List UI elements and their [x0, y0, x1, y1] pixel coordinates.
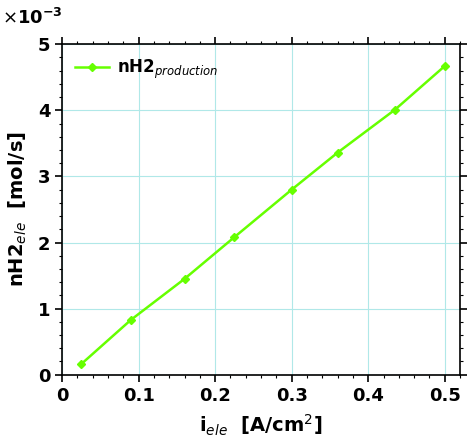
nH2$_{production}$ — [182, 276, 187, 282]
nH2$_{production}$ — [442, 63, 447, 69]
nH2$_{production}$ — [231, 235, 237, 240]
nH2$_{production}$ — [289, 187, 294, 192]
nH2$_{production}$ — [78, 361, 84, 367]
Y-axis label: nH2$_{ele}$  [mol/s]: nH2$_{ele}$ [mol/s] — [7, 131, 29, 287]
Line: nH2$_{production}$: nH2$_{production}$ — [78, 63, 447, 367]
Text: $\times\mathbf{10^{-3}}$: $\times\mathbf{10^{-3}}$ — [2, 8, 63, 28]
X-axis label: i$_{ele}$  [A/cm$^2$]: i$_{ele}$ [A/cm$^2$] — [200, 413, 323, 438]
nH2$_{production}$ — [392, 107, 398, 112]
nH2$_{production}$ — [335, 150, 340, 155]
Legend: nH2$_{production}$: nH2$_{production}$ — [70, 53, 223, 86]
nH2$_{production}$ — [128, 317, 134, 323]
